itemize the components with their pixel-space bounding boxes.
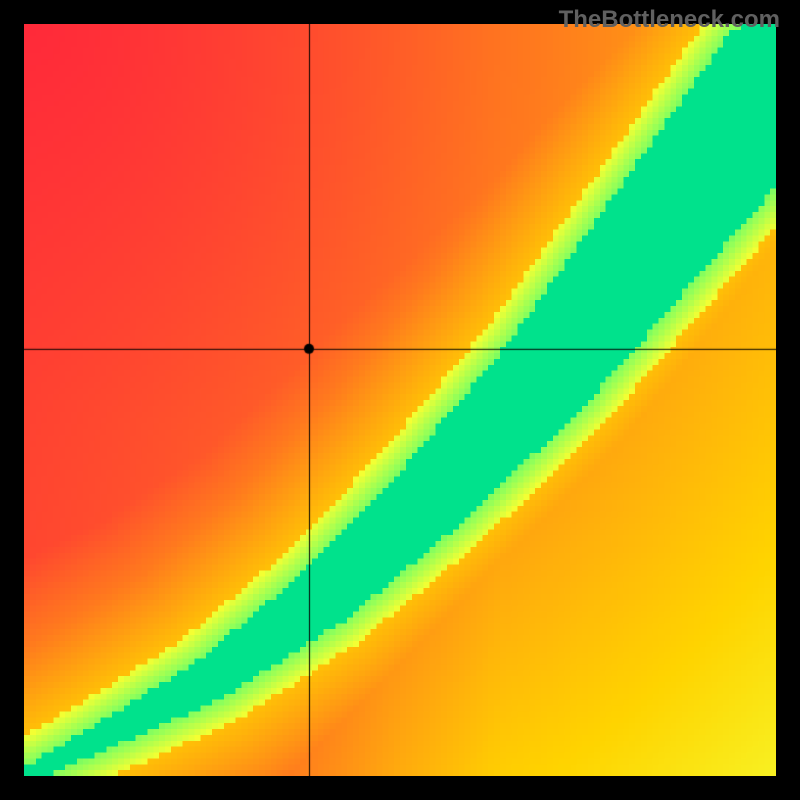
heatmap-plot: [24, 24, 776, 776]
watermark-text: TheBottleneck.com: [559, 6, 780, 34]
heatmap-canvas: [24, 24, 776, 776]
